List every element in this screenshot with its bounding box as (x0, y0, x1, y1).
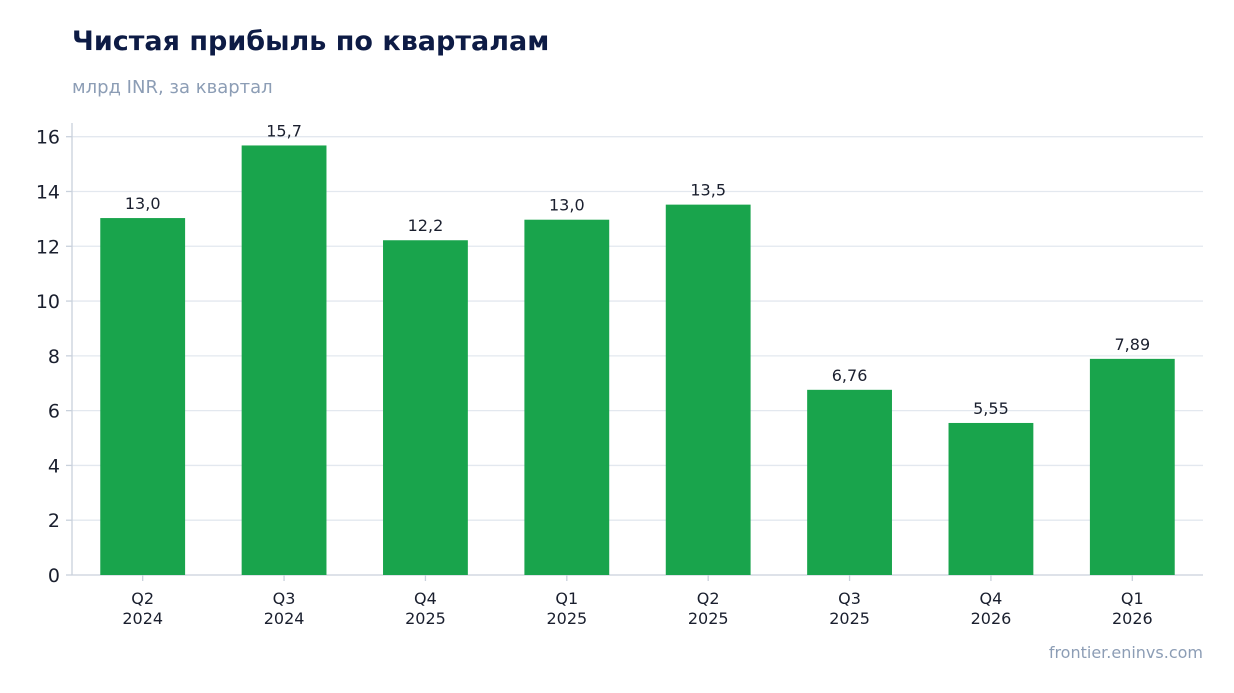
x-tick-label: Q2 2025 (688, 589, 729, 628)
bar (1089, 358, 1175, 575)
y-tick-label: 10 (36, 291, 60, 313)
x-tick-label: Q1 2026 (1112, 589, 1153, 628)
x-tick-label: Q2 2024 (122, 589, 163, 628)
bar-value-label: 13,5 (690, 181, 726, 200)
bar-value-label: 15,7 (266, 121, 302, 140)
x-tick-label: Q3 2025 (829, 589, 870, 628)
bar (241, 145, 327, 576)
bar-value-label: 13,0 (125, 194, 161, 213)
y-tick-label: 8 (48, 346, 60, 368)
bar (100, 218, 186, 575)
bar-value-label: 6,76 (832, 366, 868, 385)
bar (665, 204, 751, 575)
bar-value-label: 13,0 (549, 196, 585, 215)
bar-value-label: 5,55 (973, 399, 1009, 418)
x-tick-label: Q3 2024 (264, 589, 305, 628)
y-tick-label: 2 (48, 510, 60, 532)
chart-title: Чистая прибыль по кварталам (72, 26, 550, 57)
bar (383, 240, 468, 575)
bar (524, 219, 610, 575)
bar (948, 422, 1034, 575)
y-tick-label: 0 (48, 565, 60, 587)
x-tick-label: Q4 2026 (971, 589, 1012, 628)
source-credit: frontier.eninvs.com (1048, 643, 1203, 662)
bar-value-label: 7,89 (1115, 335, 1151, 354)
x-tick-label: Q1 2025 (546, 589, 587, 628)
y-tick-label: 4 (48, 455, 60, 477)
bar-value-label: 12,2 (408, 216, 444, 235)
y-tick-label: 6 (48, 401, 60, 423)
bar (807, 389, 892, 575)
x-tick-label: Q4 2025 (405, 589, 446, 628)
chart-subtitle: млрд INR, за квартал (72, 77, 273, 98)
y-tick-label: 12 (36, 236, 60, 258)
y-tick-label: 16 (36, 127, 60, 149)
y-tick-label: 14 (36, 181, 60, 203)
